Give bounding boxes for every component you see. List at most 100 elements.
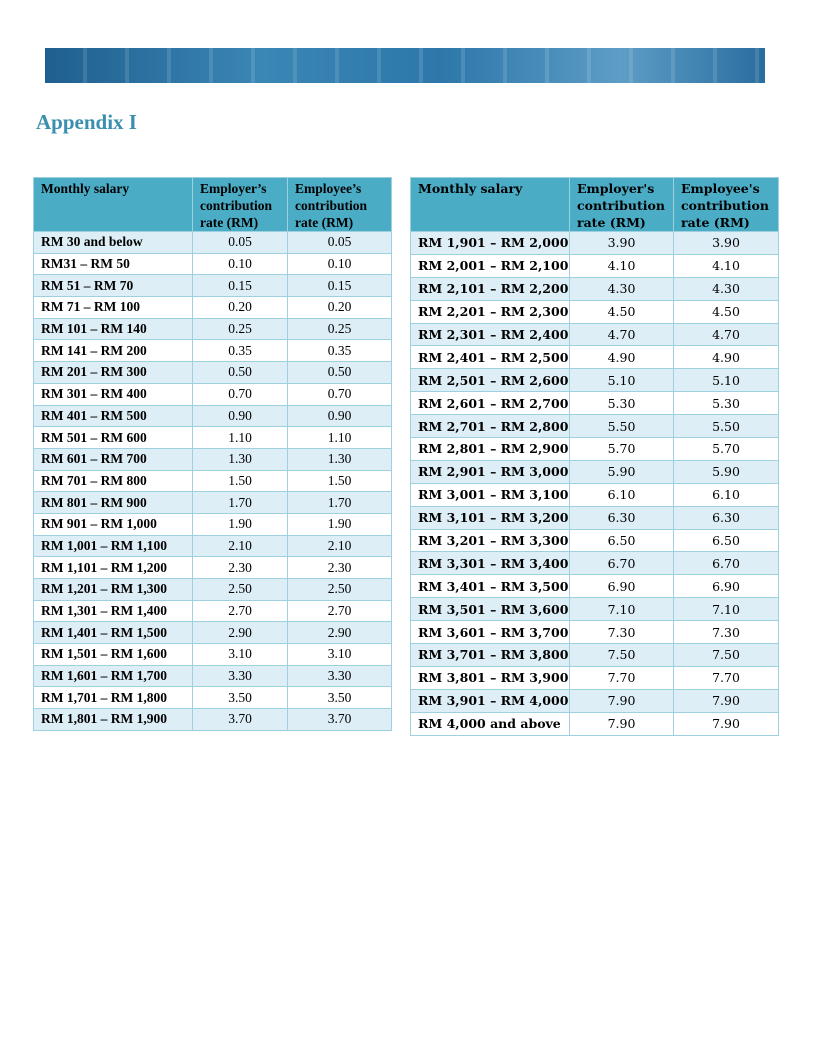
salary-cell: RM 2,601 – RM 2,700 <box>410 391 570 416</box>
rate-cell: 3.50 <box>287 686 392 710</box>
header-row: Monthly salary Employer's contribution ra… <box>410 177 779 232</box>
rate-cell: 2.90 <box>287 621 392 645</box>
rate-cell: 7.90 <box>673 711 779 736</box>
rate-cell: 3.30 <box>192 664 288 688</box>
salary-cell: RM 3,901 – RM 4,000 <box>410 688 570 713</box>
rate-cell: 0.70 <box>287 382 392 406</box>
salary-cell: RM 801 – RM 900 <box>33 491 193 514</box>
salary-cell: RM 3,401 – RM 3,500 <box>410 574 570 599</box>
table-row: RM31 – RM 50 0.10 0.10 <box>33 252 392 276</box>
rate-cell: 7.30 <box>673 620 779 645</box>
rate-cell: 1.10 <box>287 426 392 449</box>
table-row: RM 501 – RM 600 1.10 1.10 <box>33 426 392 449</box>
salary-cell: RM 3,501 – RM 3,600 <box>410 597 570 622</box>
salary-cell: RM 1,901 – RM 2,000 <box>410 231 570 255</box>
rate-cell: 4.90 <box>569 345 674 370</box>
header-banner <box>45 48 765 83</box>
rate-cell: 6.30 <box>569 505 674 530</box>
rate-cell: 6.90 <box>569 574 674 599</box>
rate-cell: 1.30 <box>192 447 288 471</box>
salary-cell: RM 2,501 – RM 2,600 <box>410 368 570 393</box>
table-row: RM 801 – RM 900 1.70 1.70 <box>33 491 392 514</box>
salary-cell: RM 3,301 – RM 3,400 <box>410 551 570 576</box>
salary-cell: RM 901 – RM 1,000 <box>33 512 193 536</box>
rate-cell: 6.50 <box>673 528 779 553</box>
table-row: RM 1,301 – RM 1,400 2.70 2.70 <box>33 599 392 623</box>
rate-cell: 5.90 <box>673 459 779 484</box>
salary-cell: RM 4,000 and above <box>410 711 570 736</box>
rate-cell: 6.50 <box>569 528 674 553</box>
salary-cell: RM 601 – RM 700 <box>33 447 193 471</box>
table-row: RM 2,101 – RM 2,200 4.30 4.30 <box>410 276 779 301</box>
rate-cell: 7.50 <box>673 643 779 667</box>
rate-cell: 2.30 <box>287 556 392 579</box>
rate-cell: 6.10 <box>673 482 779 507</box>
table-row: RM 30 and below 0.05 0.05 <box>33 231 392 254</box>
rate-cell: 5.50 <box>569 414 674 439</box>
table-row: RM 2,001 – RM 2,100 4.10 4.10 <box>410 253 779 278</box>
table-row: RM 71 – RM 100 0.20 0.20 <box>33 296 392 319</box>
rate-cell: 6.30 <box>673 505 779 530</box>
rate-cell: 6.10 <box>569 482 674 507</box>
rate-cell: 0.90 <box>287 404 392 428</box>
header-cell: Employee's contribution rate (RM) <box>673 177 779 232</box>
table-row: RM 2,701 – RM 2,800 5.50 5.50 <box>410 414 779 439</box>
header-cell: Monthly salary <box>33 177 193 232</box>
table-row: RM 4,000 and above 7.90 7.90 <box>410 711 779 736</box>
salary-cell: RM 1,601 – RM 1,700 <box>33 664 193 688</box>
rate-cell: 2.50 <box>192 578 288 601</box>
rate-cell: 3.70 <box>287 708 392 731</box>
header-row: Monthly salary Employer’s contribution ra… <box>33 177 392 232</box>
table-row: RM 1,001 – RM 1,100 2.10 2.10 <box>33 534 392 558</box>
table-row: RM 701 – RM 800 1.50 1.50 <box>33 469 392 493</box>
rate-cell: 0.25 <box>192 317 288 341</box>
salary-cell: RM 1,001 – RM 1,100 <box>33 534 193 558</box>
rate-cell: 7.90 <box>569 688 674 713</box>
rate-cell: 0.10 <box>192 252 288 276</box>
salary-cell: RM 141 – RM 200 <box>33 339 193 363</box>
rate-cell: 7.30 <box>569 620 674 645</box>
header-cell: Employer's contribution rate (RM) <box>569 177 674 232</box>
salary-cell: RM 3,101 – RM 3,200 <box>410 505 570 530</box>
table-row: RM 301 – RM 400 0.70 0.70 <box>33 382 392 406</box>
rate-cell: 4.30 <box>673 276 779 301</box>
rate-cell: 5.90 <box>569 459 674 484</box>
header-cell: Employee’s contribution rate (RM) <box>287 177 392 232</box>
rate-cell: 4.30 <box>569 276 674 301</box>
salary-cell: RM 1,301 – RM 1,400 <box>33 599 193 623</box>
title: Appendix I <box>36 110 137 134</box>
table-row: RM 3,801 – RM 3,900 7.70 7.70 <box>410 665 779 690</box>
table-row: RM 1,401 – RM 1,500 2.90 2.90 <box>33 621 392 645</box>
table-row: RM 2,801 – RM 2,900 5.70 5.70 <box>410 437 779 461</box>
salary-cell: RM 2,101 – RM 2,200 <box>410 276 570 301</box>
table-row: RM 101 – RM 140 0.25 0.25 <box>33 317 392 341</box>
table-row: RM 601 – RM 700 1.30 1.30 <box>33 447 392 471</box>
table-row: RM 3,101 – RM 3,200 6.30 6.30 <box>410 505 779 530</box>
rate-cell: 3.70 <box>192 708 288 731</box>
rate-cell: 7.90 <box>673 688 779 713</box>
rate-cell: 2.90 <box>192 621 288 645</box>
salary-cell: RM 201 – RM 300 <box>33 361 193 384</box>
salary-cell: RM 2,201 – RM 2,300 <box>410 299 570 324</box>
rate-cell: 0.50 <box>192 361 288 384</box>
rate-cell: 0.05 <box>192 231 288 254</box>
table-row: RM 2,601 – RM 2,700 5.30 5.30 <box>410 391 779 416</box>
table-row: RM 1,501 – RM 1,600 3.10 3.10 <box>33 643 392 666</box>
rate-cell: 0.70 <box>192 382 288 406</box>
rate-cell: 2.50 <box>287 578 392 601</box>
salary-cell: RM 1,801 – RM 1,900 <box>33 708 193 731</box>
salary-cell: RM 2,701 – RM 2,800 <box>410 414 570 439</box>
salary-cell: RM 1,401 – RM 1,500 <box>33 621 193 645</box>
salary-cell: RM 2,801 – RM 2,900 <box>410 437 570 461</box>
rate-cell: 6.70 <box>673 551 779 576</box>
rate-cell: 0.90 <box>192 404 288 428</box>
rate-cell: 4.90 <box>673 345 779 370</box>
rate-cell: 5.10 <box>569 368 674 393</box>
rate-cell: 2.30 <box>192 556 288 579</box>
salary-cell: RM 401 – RM 500 <box>33 404 193 428</box>
table-row: RM 141 – RM 200 0.35 0.35 <box>33 339 392 363</box>
rate-cell: 7.90 <box>569 711 674 736</box>
rate-cell: 0.20 <box>192 296 288 319</box>
rate-cell: 3.50 <box>192 686 288 710</box>
rate-cell: 4.70 <box>569 322 674 347</box>
